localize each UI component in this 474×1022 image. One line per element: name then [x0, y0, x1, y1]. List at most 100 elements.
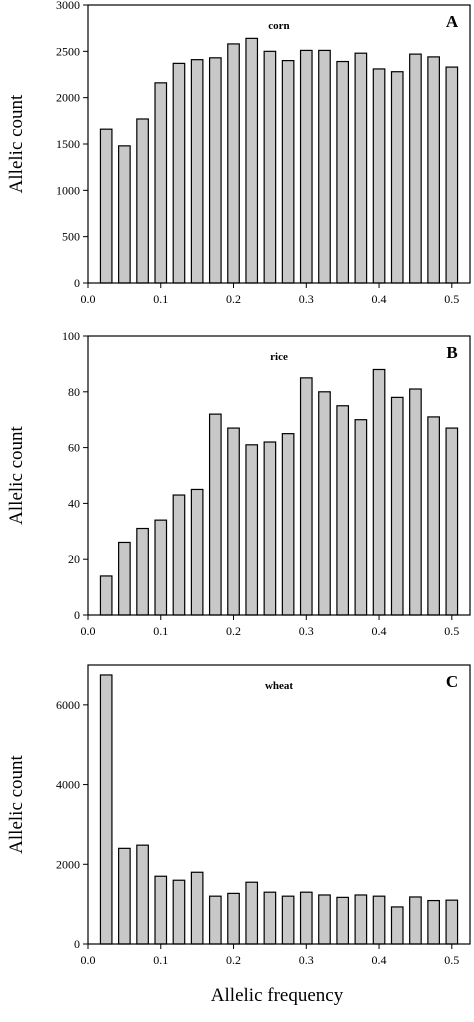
x-tick-label: 0.0: [81, 953, 96, 967]
crop-label: wheat: [265, 680, 293, 692]
bar: [299, 377, 313, 616]
chart-panel-c: 0 2000 4000 6000 0.0 0.1 0.2 0.3 0.4 0.5 Allelic c…: [6, 664, 471, 967]
y-tick-label: 1500: [56, 137, 80, 151]
y-axis-title: Allelic count: [6, 425, 27, 524]
bar: [172, 879, 186, 945]
bar: [445, 899, 459, 945]
bar: [99, 575, 113, 616]
bar: [172, 494, 186, 616]
y-axis-title: Allelic count: [6, 94, 27, 193]
x-tick-label: 0.1: [153, 953, 168, 967]
panel-letter: A: [446, 12, 459, 31]
bar: [118, 145, 131, 284]
bar: [154, 519, 168, 616]
bar: [445, 66, 459, 284]
plot-frame: [87, 664, 471, 945]
x-tick-label: 0.3: [299, 953, 314, 967]
bar: [390, 906, 404, 945]
y-tick-label: 60: [68, 441, 80, 455]
bar: [172, 62, 186, 284]
plot-frame: [87, 335, 471, 616]
bar: [245, 444, 259, 616]
bar: [427, 899, 440, 945]
bar: [372, 68, 386, 284]
bar: [336, 405, 350, 616]
panel-letter: B: [446, 343, 457, 362]
bar: [336, 896, 350, 945]
bar: [354, 894, 368, 945]
panel-letter: C: [446, 672, 458, 691]
bar: [208, 895, 222, 945]
bar: [318, 49, 331, 284]
bar: [190, 59, 204, 284]
bar: [227, 427, 240, 616]
bar: [281, 59, 295, 284]
y-tick-label: 2000: [56, 857, 80, 871]
y-tick-label: 6000: [56, 698, 80, 712]
x-tick-label: 0.4: [372, 953, 387, 967]
x-tick-label: 0.1: [153, 292, 168, 306]
x-tick-label: 0.2: [226, 953, 241, 967]
bar: [445, 427, 459, 616]
crop-label: corn: [268, 20, 289, 32]
y-tick-label: 2000: [56, 91, 80, 105]
bar: [299, 891, 313, 945]
bar: [409, 388, 422, 616]
y-tick-label: 100: [62, 329, 80, 343]
y-tick-label: 80: [68, 385, 80, 399]
bar: [318, 894, 331, 945]
bar: [136, 844, 149, 945]
x-tick-label: 0.5: [444, 292, 459, 306]
y-tick-label: 4000: [56, 778, 80, 792]
bar: [136, 527, 149, 616]
bar: [318, 391, 331, 616]
y-tick-label: 40: [68, 496, 80, 510]
bar: [354, 52, 368, 284]
bar: [99, 128, 113, 284]
y-axis-title: Allelic count: [6, 754, 27, 853]
y-tick-label: 0: [74, 276, 80, 290]
x-axis-title: Allelic frequency: [211, 985, 344, 1006]
bar: [427, 56, 440, 284]
bar: [208, 57, 222, 284]
x-tick-label: 0.4: [372, 624, 387, 638]
bar: [190, 871, 204, 945]
y-tick-label: 0: [74, 937, 80, 951]
x-tick-label: 0.0: [81, 624, 96, 638]
bar: [372, 368, 386, 616]
y-tick-label: 3000: [56, 0, 80, 12]
x-tick-label: 0.1: [153, 624, 168, 638]
bar: [263, 891, 277, 945]
bar: [263, 441, 277, 616]
bar: [118, 541, 131, 616]
x-tick-label: 0.5: [444, 624, 459, 638]
bar: [263, 50, 277, 284]
bar: [409, 896, 422, 945]
y-tick-label: 0: [74, 608, 80, 622]
bar: [281, 433, 295, 616]
crop-label: rice: [270, 351, 288, 363]
y-tick-label: 1000: [56, 183, 80, 197]
bar: [390, 71, 404, 284]
x-tick-label: 0.2: [226, 624, 241, 638]
bar: [136, 118, 149, 284]
x-tick-label: 0.3: [299, 292, 314, 306]
y-tick-label: 20: [68, 552, 80, 566]
bar: [118, 847, 131, 945]
chart-panel-b: 0 20 40 60 80 100 0.0 0.1 0.2 0.3 0.4 0.5 Allelic co…: [6, 329, 471, 638]
bar: [154, 82, 168, 284]
chart-panel-a: 0 500 1000 1500 2000 2500 3000 0.0 0.1 0.2 0.3 0.4 0…: [6, 0, 471, 306]
bar: [227, 43, 240, 284]
x-tick-label: 0.4: [372, 292, 387, 306]
bar: [208, 413, 222, 616]
y-tick-label: 2500: [56, 44, 80, 58]
bar: [227, 892, 240, 945]
bar: [372, 895, 386, 945]
bar: [390, 396, 404, 616]
bar: [245, 881, 259, 945]
bar: [299, 49, 313, 284]
x-tick-label: 0.5: [444, 953, 459, 967]
bar: [354, 419, 368, 616]
